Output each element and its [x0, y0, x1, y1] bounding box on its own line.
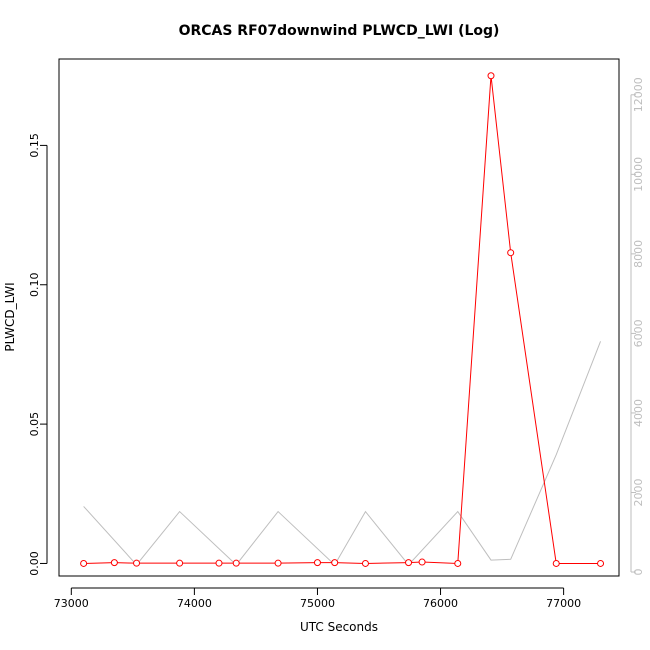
- data-point: [507, 249, 515, 257]
- data-point: [215, 559, 223, 567]
- secondary-series-line: [83, 341, 602, 566]
- plot-frame: [58, 58, 620, 577]
- secondary-y-tick-label: 4000: [632, 399, 645, 427]
- x-tick-label: 76000: [423, 597, 458, 610]
- data-point: [274, 559, 282, 567]
- data-point: [176, 559, 184, 567]
- secondary-y-tick-label: 0: [632, 569, 645, 576]
- data-point: [552, 559, 560, 567]
- secondary-y-tick-label: 10000: [632, 157, 645, 192]
- secondary-y-tick-label: 8000: [632, 240, 645, 268]
- x-tick-label: 74000: [177, 597, 212, 610]
- x-tick-label: 75000: [300, 597, 335, 610]
- secondary-y-axis: 0 2000 4000 6000 8000 10000 12000: [630, 77, 645, 576]
- secondary-series-layer: [83, 341, 602, 566]
- chart-title: ORCAS RF07downwind PLWCD_LWI (Log): [179, 23, 500, 39]
- data-point: [487, 72, 495, 80]
- y-tick-label: 0.05: [28, 412, 41, 437]
- data-point: [331, 559, 339, 567]
- y-tick-label: 0.15: [28, 133, 41, 158]
- data-point: [418, 558, 426, 566]
- series-line: [83, 75, 601, 564]
- data-point: [313, 559, 321, 567]
- secondary-y-tick-label: 2000: [632, 478, 645, 506]
- data-point: [454, 559, 462, 567]
- data-point: [80, 559, 88, 567]
- x-axis: 73000 74000 75000 76000 77000: [54, 587, 581, 610]
- data-point: [597, 559, 605, 567]
- data-point: [361, 559, 369, 567]
- y-tick-label: 0.10: [28, 273, 41, 298]
- primary-series-layer: [80, 72, 605, 567]
- y-tick-label: 0.00: [28, 551, 41, 576]
- secondary-y-tick-label: 6000: [632, 319, 645, 347]
- y-axis: 0.00 0.05 0.10 0.15: [28, 133, 48, 576]
- data-point: [133, 559, 141, 567]
- y-axis-label: PLWCD_LWI: [3, 282, 17, 351]
- x-axis-label: UTC Seconds: [300, 620, 378, 634]
- data-point: [232, 559, 240, 567]
- data-point: [405, 559, 413, 567]
- secondary-y-tick-label: 12000: [632, 77, 645, 112]
- x-tick-label: 73000: [54, 597, 89, 610]
- x-tick-label: 77000: [546, 597, 581, 610]
- data-point: [110, 559, 118, 567]
